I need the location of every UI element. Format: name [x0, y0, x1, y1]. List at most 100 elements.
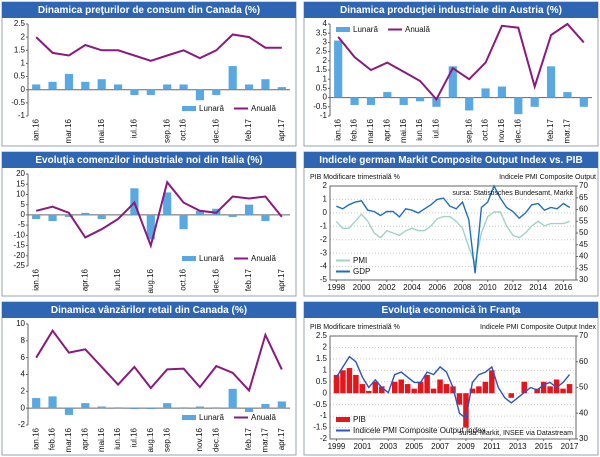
x-tick-label: mar.16 — [64, 118, 73, 143]
bar — [32, 214, 41, 219]
bar — [399, 97, 408, 105]
bar — [465, 97, 474, 111]
panel: Dinamica preţurilor de consum din Canada… — [1, 1, 297, 147]
bar — [553, 379, 560, 394]
x-tick-label: mar.16 — [64, 427, 73, 452]
panel: Dinamica vânzărilor retail din Canada (%… — [1, 301, 297, 456]
bar — [560, 388, 566, 394]
bar — [64, 408, 74, 415]
x-tick-label: sep.16 — [464, 118, 473, 143]
y-tick-label: 2 — [21, 32, 26, 41]
x-tick-label: iul.16 — [130, 118, 139, 138]
bar — [476, 386, 482, 394]
x-tick-label: 1999 — [328, 442, 346, 451]
y2-tick-label: 60 — [579, 205, 588, 214]
bar — [437, 379, 443, 394]
bar — [417, 381, 424, 394]
bar — [130, 408, 139, 410]
y-tick-label: 8 — [21, 336, 26, 345]
bar — [146, 89, 155, 95]
x-tick-label: ian.16 — [31, 427, 40, 449]
bar — [404, 384, 411, 394]
line — [35, 33, 282, 62]
x-tick-label: oct.16 — [481, 118, 490, 140]
bar — [366, 390, 372, 394]
bar — [261, 79, 270, 90]
line — [35, 180, 283, 249]
y-tick-label: 6 — [21, 353, 26, 362]
bar — [424, 374, 430, 394]
bar — [48, 396, 57, 409]
x-tick-label: iun.16 — [113, 268, 122, 290]
bar — [195, 406, 205, 409]
bar — [530, 97, 539, 107]
x-tick-label: dec.16 — [211, 118, 220, 143]
y-tick-label: 1.5 — [316, 354, 328, 363]
x-tick-label: 2016 — [554, 283, 572, 292]
panel: Evoluţia economică în Franţa PIB Modifica… — [303, 301, 599, 456]
source-note: sursa: Statistisches Bundesamt, Markit — [452, 190, 573, 197]
bar — [228, 214, 237, 217]
bar — [212, 407, 221, 409]
y-tick-label: -25 — [13, 261, 25, 270]
bar — [482, 381, 489, 394]
bar — [379, 386, 385, 394]
y-tick-label: 0.5 — [14, 72, 26, 81]
x-tick-label: ian.16 — [333, 118, 342, 140]
panel-frame — [1, 1, 297, 147]
y2-axis-label: Indicele PMI Composite Output — [499, 174, 596, 181]
plot-frame — [329, 185, 577, 281]
x-tick-label: oct.16 — [179, 268, 188, 290]
x-tick-label: nov.16 — [195, 427, 204, 451]
bar — [546, 66, 556, 98]
panel-header — [304, 302, 598, 318]
bar — [163, 84, 172, 90]
x-tick-label: dec.16 — [211, 427, 220, 452]
bar — [81, 212, 90, 215]
y-tick-label: -3 — [320, 248, 328, 257]
y-tick-label: -2 — [320, 235, 328, 244]
legend: PIB Indicele PMI Composite Output Index — [336, 415, 486, 435]
panel-header — [304, 152, 598, 168]
panel-title: Evoluţia economică în Franţa — [382, 305, 521, 316]
y-tick-label: -5 — [320, 275, 328, 284]
y-tick-label: -0.5 — [313, 400, 327, 409]
legend-swatch — [182, 106, 196, 111]
y2-tick-label: 70 — [579, 331, 588, 340]
bar — [32, 84, 41, 90]
bar — [508, 393, 515, 398]
bar — [261, 403, 270, 409]
y-tick-label: 3.5 — [316, 28, 328, 37]
bar — [497, 86, 507, 98]
y-tick-label: -1 — [320, 111, 328, 120]
y-tick-label: 0 — [21, 403, 26, 412]
bar — [391, 381, 398, 394]
legend-swatch — [182, 256, 196, 261]
x-tick-label: apr.16 — [382, 118, 391, 141]
y-tick-label: -15 — [13, 241, 25, 250]
bar — [456, 393, 463, 405]
bar — [463, 393, 469, 428]
legend-label: Anuală — [251, 254, 276, 263]
bar — [48, 81, 57, 90]
bar — [97, 79, 106, 90]
y-tick-label: -4 — [320, 262, 328, 271]
x-tick-label: 2017 — [561, 442, 579, 451]
bar — [489, 370, 495, 394]
bar — [32, 398, 41, 409]
legend: Lunară Anuală — [179, 253, 285, 264]
x-tick-label: apr.17 — [277, 427, 286, 450]
x-tick-label: feb.17 — [546, 118, 555, 141]
bar — [64, 214, 74, 217]
panel: Indicele german Markit Composite Output … — [303, 151, 599, 297]
bar — [432, 97, 441, 107]
bar — [277, 401, 286, 409]
legend-label: GDP — [353, 267, 370, 276]
y-tick-label: 1 — [323, 74, 328, 83]
y-tick-label: 5 — [21, 200, 26, 209]
x-tick-label: mai.16 — [399, 118, 408, 143]
x-tick-label: apr.17 — [277, 118, 286, 141]
bar — [350, 97, 359, 105]
y-tick-label: -10 — [13, 230, 25, 239]
